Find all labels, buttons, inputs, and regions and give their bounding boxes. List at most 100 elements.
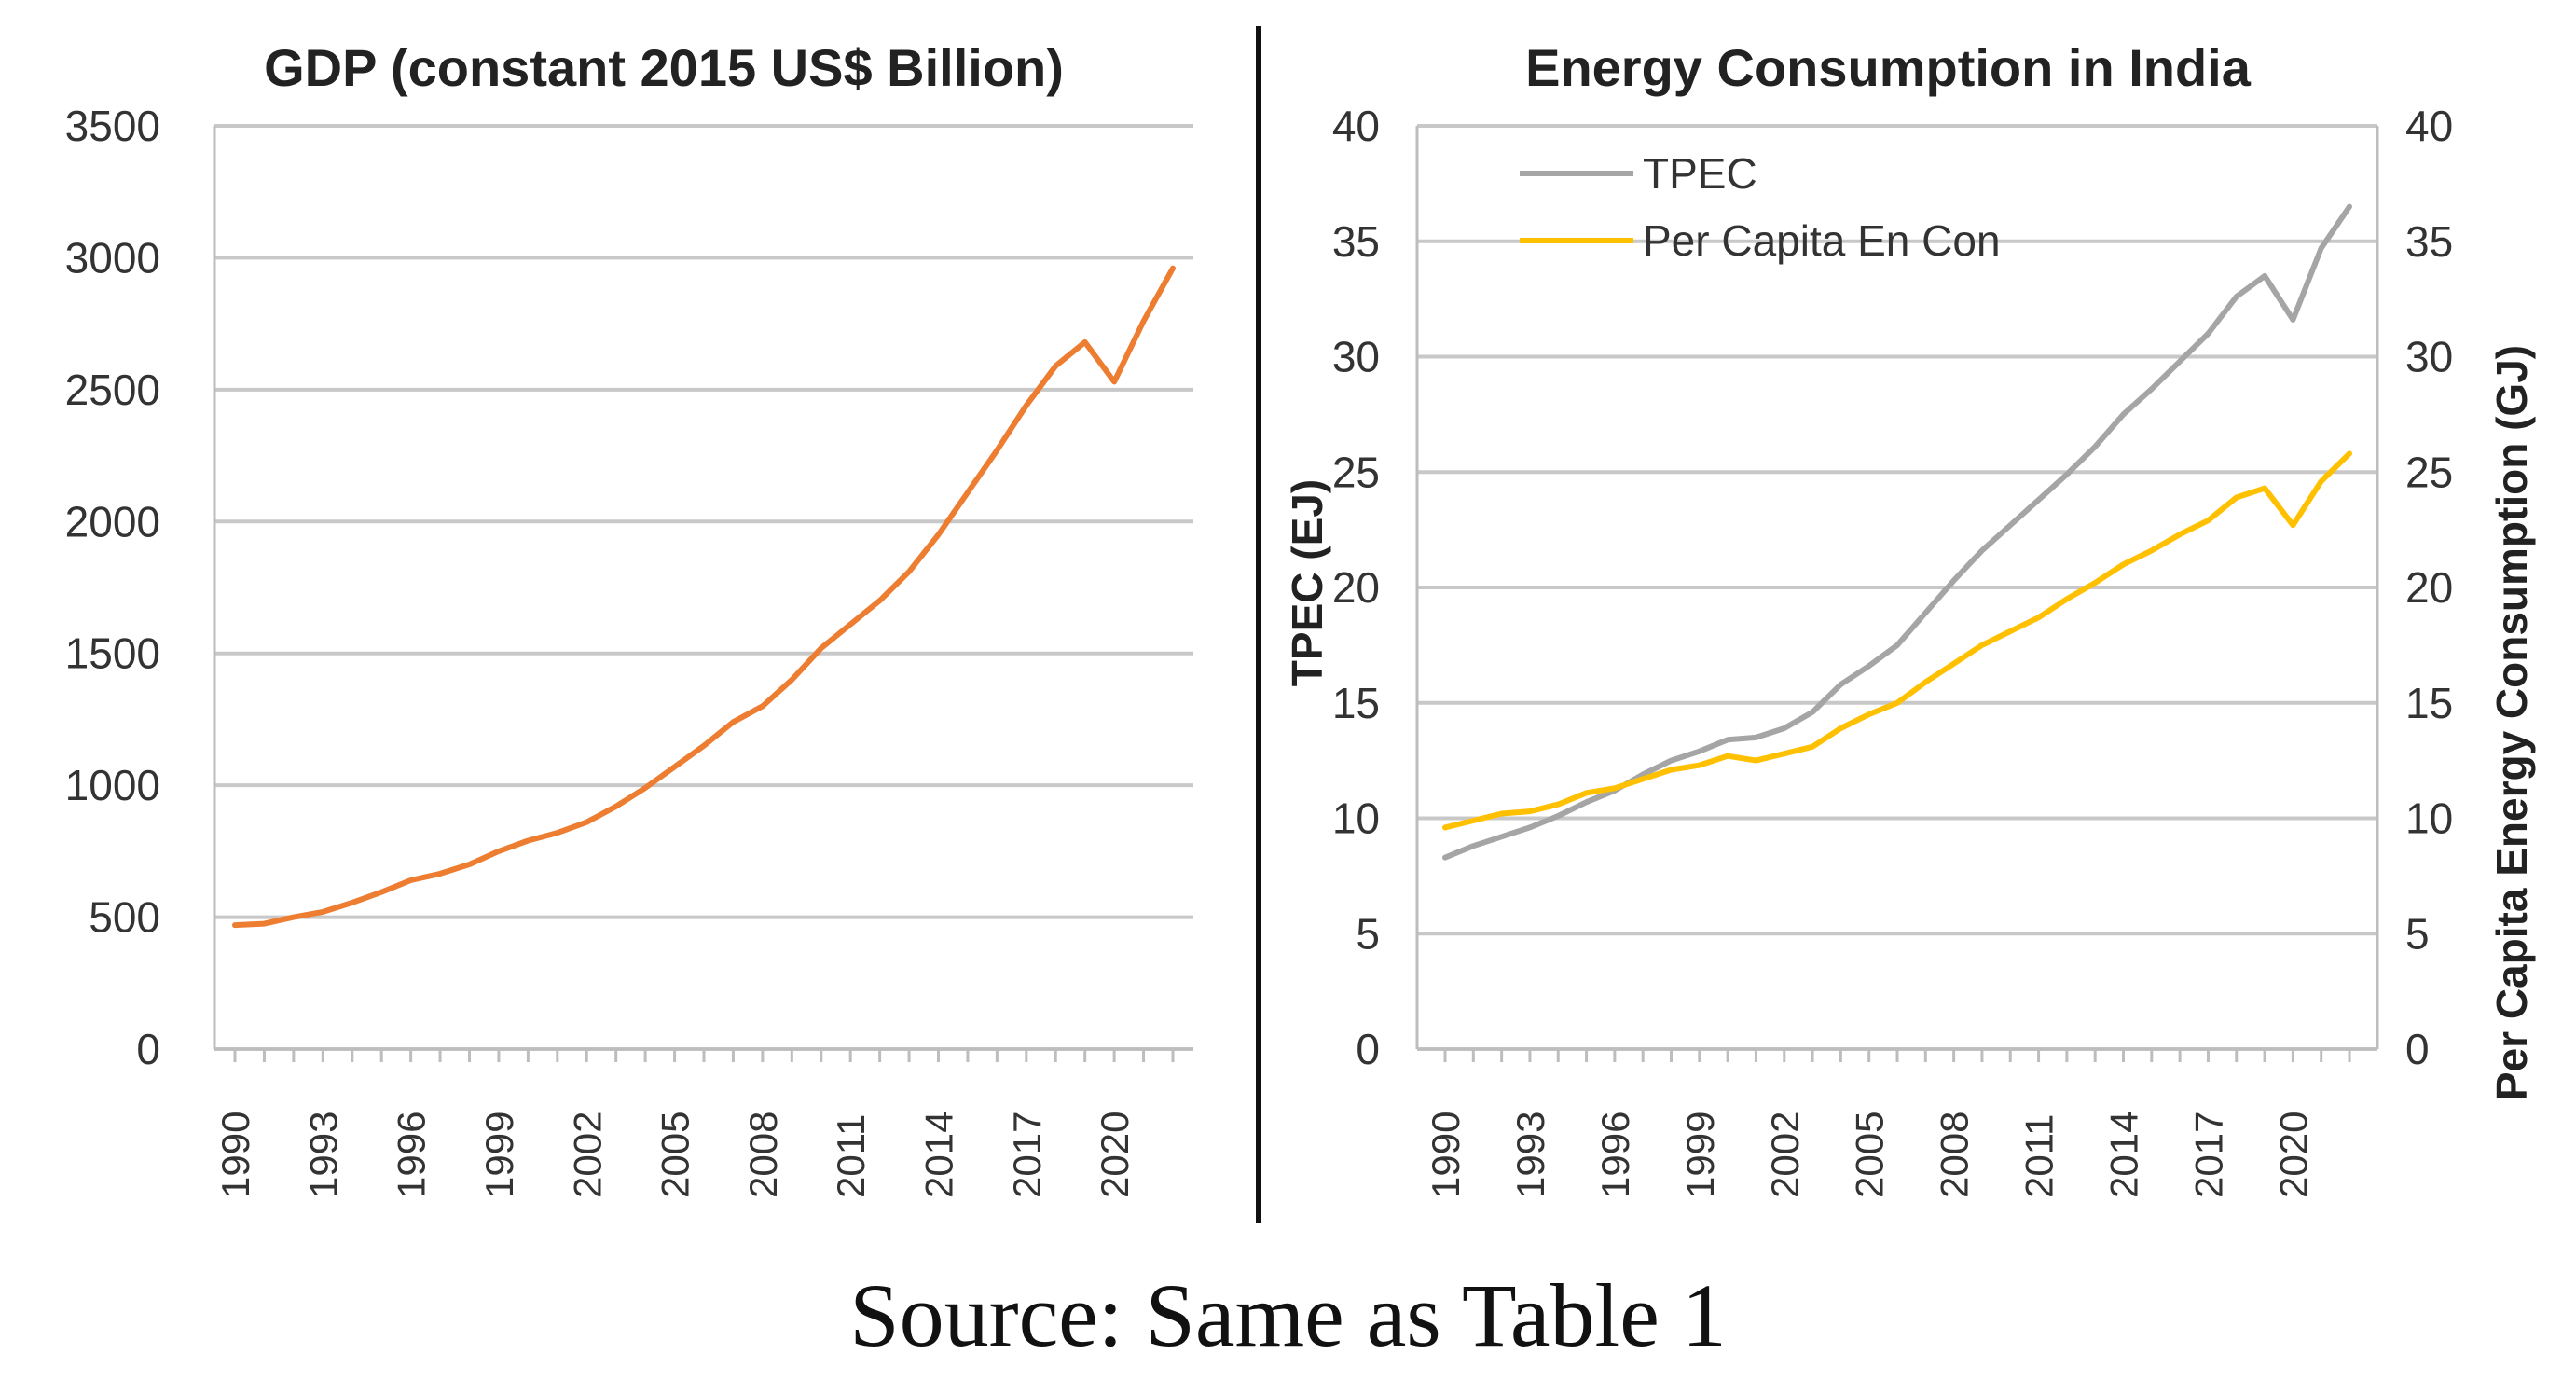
data-point bbox=[1697, 763, 1702, 768]
data-point bbox=[291, 915, 296, 920]
data-point bbox=[819, 645, 824, 651]
data-point bbox=[2347, 204, 2352, 210]
y-tick-label: 500 bbox=[89, 893, 160, 942]
data-point bbox=[906, 569, 912, 574]
x-tick-label: 2017 bbox=[2186, 1112, 2230, 1198]
y-right-tick-label: 25 bbox=[2405, 448, 2453, 496]
x-tick-label: 1999 bbox=[1678, 1112, 1722, 1198]
data-point bbox=[2121, 561, 2127, 567]
x-tick-label: 2014 bbox=[2102, 1112, 2146, 1198]
data-point bbox=[2290, 317, 2295, 323]
data-point bbox=[1499, 834, 1505, 839]
data-point bbox=[1894, 642, 1900, 648]
x-tick-label: 1993 bbox=[1508, 1112, 1552, 1198]
data-point bbox=[2092, 444, 2098, 449]
energy-chart: Energy Consumption in India 0 5 10 15 20 25 30… bbox=[1283, 38, 2536, 1198]
series-line-per-capita-en-con bbox=[1442, 450, 2352, 831]
legend-per-capita-label: Per Capita En Con bbox=[1643, 216, 2001, 265]
data-point bbox=[2064, 472, 2070, 477]
data-point bbox=[232, 922, 238, 928]
data-point bbox=[1951, 578, 1957, 584]
data-point bbox=[2149, 386, 2155, 392]
data-point bbox=[1810, 744, 1815, 750]
y-right-tick-label: 10 bbox=[2405, 794, 2453, 843]
x-tick-label: 2002 bbox=[565, 1112, 609, 1198]
legend-tpec-label: TPEC bbox=[1643, 149, 1757, 198]
data-point bbox=[1584, 799, 1590, 805]
data-point bbox=[994, 448, 999, 453]
y-tick-label: 2500 bbox=[65, 366, 160, 414]
y-tick-label: 25 bbox=[1332, 448, 1380, 496]
x-tick-label: 2017 bbox=[1005, 1112, 1049, 1198]
y-right-tick-label: 35 bbox=[2405, 217, 2453, 266]
data-point bbox=[2007, 522, 2013, 528]
data-point bbox=[1555, 802, 1561, 808]
data-point bbox=[1499, 811, 1505, 817]
data-point bbox=[1470, 818, 1476, 823]
data-point bbox=[1867, 663, 1872, 669]
data-point bbox=[1442, 855, 1448, 861]
energy-x-axis: 1990 1993 1996 1999 2002 2005 2008 2011 2014 2017… bbox=[1424, 1049, 2351, 1198]
gdp-gridlines bbox=[213, 124, 1193, 1051]
x-tick-label: 1996 bbox=[390, 1112, 434, 1198]
data-point bbox=[1782, 725, 1787, 731]
data-point bbox=[1922, 679, 1928, 684]
y-right-tick-label: 20 bbox=[2405, 563, 2453, 612]
data-point bbox=[2347, 450, 2352, 456]
data-point bbox=[877, 598, 883, 603]
data-point bbox=[2177, 358, 2183, 364]
data-point bbox=[1838, 725, 1843, 731]
energy-legend: TPEC Per Capita En Con bbox=[1520, 149, 2001, 265]
energy-chart-title: Energy Consumption in India bbox=[1525, 38, 2252, 97]
data-point bbox=[379, 890, 384, 895]
gdp-series bbox=[232, 265, 1176, 929]
energy-series bbox=[1442, 203, 2352, 861]
data-point bbox=[1640, 776, 1646, 781]
data-point bbox=[496, 849, 502, 854]
y-tick-label: 2000 bbox=[65, 497, 160, 546]
data-point bbox=[1111, 379, 1117, 384]
gdp-chart-title: GDP (constant 2015 US$ Billion) bbox=[264, 38, 1064, 97]
data-point bbox=[2064, 596, 2070, 601]
y-tick-label: 5 bbox=[1356, 909, 1380, 958]
data-point bbox=[2234, 494, 2239, 500]
y-right-tick-label: 15 bbox=[2405, 679, 2453, 727]
x-tick-label: 2005 bbox=[1848, 1112, 1892, 1198]
data-point bbox=[2092, 580, 2098, 586]
data-point bbox=[2121, 411, 2127, 417]
y-tick-label: 0 bbox=[1356, 1025, 1380, 1073]
y-tick-label: 3500 bbox=[65, 102, 160, 150]
data-point bbox=[437, 871, 443, 877]
series-line-tpec bbox=[1442, 203, 2352, 861]
data-point bbox=[1951, 661, 1957, 667]
y-tick-label: 1500 bbox=[65, 629, 160, 678]
data-point bbox=[2262, 273, 2267, 279]
data-point bbox=[555, 830, 560, 836]
series-line-gdp bbox=[232, 265, 1176, 929]
data-point bbox=[1024, 403, 1029, 408]
energy-left-axis-title: TPEC (EJ) bbox=[1283, 479, 1331, 686]
x-tick-label: 1990 bbox=[1424, 1112, 1467, 1198]
data-point bbox=[1669, 758, 1674, 764]
x-tick-label: 2011 bbox=[829, 1114, 873, 1198]
y-right-tick-label: 0 bbox=[2405, 1025, 2430, 1073]
data-point bbox=[320, 909, 325, 915]
energy-right-y-axis: 0 5 10 15 20 25 30 35 40 bbox=[2405, 102, 2453, 1073]
data-point bbox=[1979, 642, 1985, 648]
x-tick-label: 2011 bbox=[2018, 1114, 2061, 1198]
data-point bbox=[1979, 547, 1985, 553]
y-tick-label: 3000 bbox=[65, 233, 160, 282]
data-point bbox=[1922, 610, 1928, 615]
y-tick-label: 10 bbox=[1332, 794, 1380, 843]
data-point bbox=[1470, 843, 1476, 849]
x-tick-label: 2002 bbox=[1763, 1112, 1807, 1198]
data-point bbox=[760, 703, 765, 709]
x-tick-label: 1990 bbox=[214, 1112, 257, 1198]
data-point bbox=[613, 804, 619, 809]
data-point bbox=[2149, 547, 2155, 553]
y-tick-label: 40 bbox=[1332, 102, 1380, 150]
data-point bbox=[1867, 711, 1872, 717]
data-point bbox=[1527, 808, 1533, 814]
data-point bbox=[936, 532, 942, 537]
